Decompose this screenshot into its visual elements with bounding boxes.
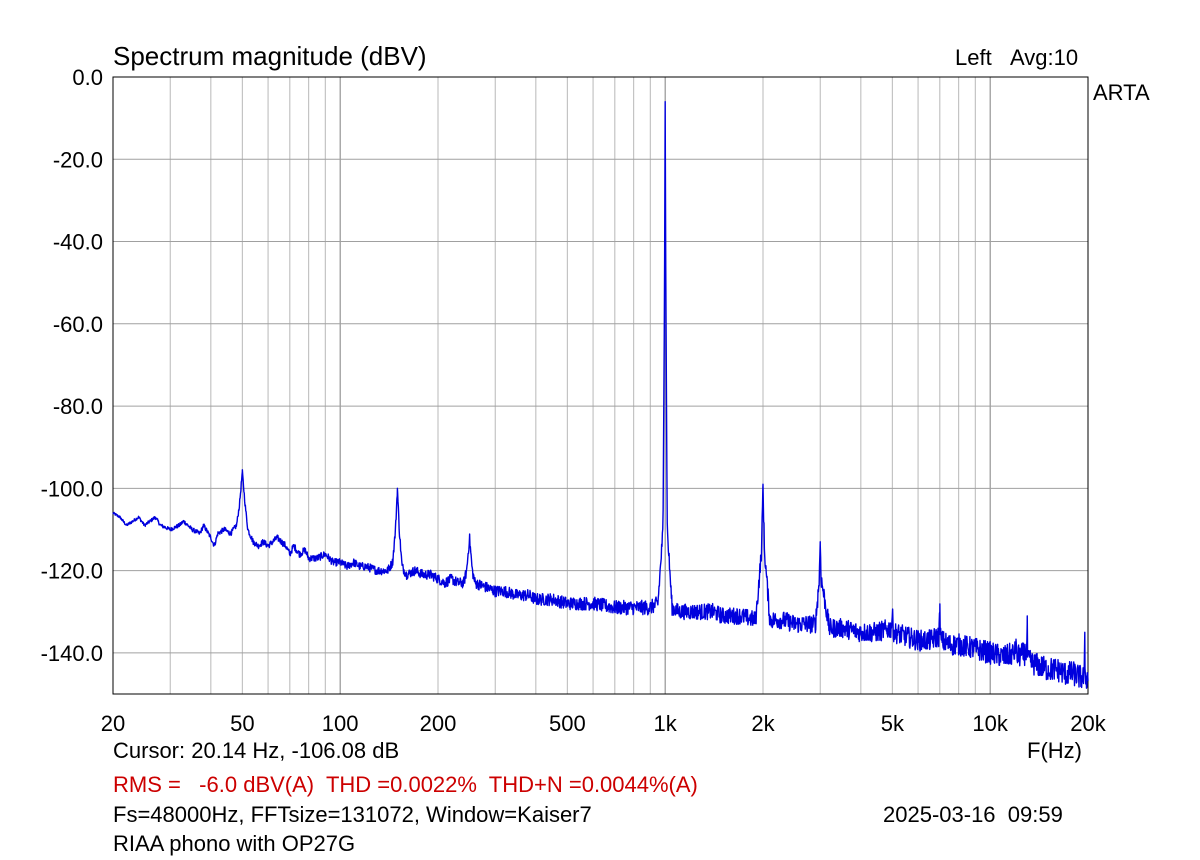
x-tick-labels: 20 50 100 200 500 1k 2k 5k 10k 20k bbox=[101, 711, 1107, 736]
chart-title: Spectrum magnitude (dBV) bbox=[113, 41, 427, 71]
y-tick-label: -20.0 bbox=[53, 147, 103, 172]
y-tick-label: -100.0 bbox=[41, 476, 103, 501]
y-tick-label: -80.0 bbox=[53, 394, 103, 419]
y-tick-label: -120.0 bbox=[41, 559, 103, 584]
x-tick-label: 20k bbox=[1070, 711, 1106, 736]
cursor-readout: Cursor: 20.14 Hz, -106.08 dB bbox=[113, 738, 400, 763]
plot-grid bbox=[113, 77, 1088, 694]
y-tick-labels: 0.0 -20.0 -40.0 -60.0 -80.0 -100.0 -120.0 -140.… bbox=[41, 65, 103, 666]
y-tick-label: -40.0 bbox=[53, 230, 103, 255]
timestamp: 2025-03-16 09:59 bbox=[883, 802, 1063, 827]
averaging-label: Avg:10 bbox=[1010, 45, 1079, 70]
spectrum-trace bbox=[112, 100, 1089, 689]
y-tick-label: -140.0 bbox=[41, 641, 103, 666]
x-tick-label: 50 bbox=[230, 711, 254, 736]
measurement-readout: RMS = -6.0 dBV(A) THD =0.0022% THD+N =0.… bbox=[113, 772, 698, 797]
x-tick-label: 200 bbox=[420, 711, 457, 736]
x-tick-label: 1k bbox=[654, 711, 678, 736]
y-tick-label: -60.0 bbox=[53, 312, 103, 337]
caption: RIAA phono with OP27G bbox=[113, 831, 356, 856]
plot-frame bbox=[112, 76, 1089, 695]
y-tick-label: 0.0 bbox=[72, 65, 103, 90]
x-tick-label: 2k bbox=[751, 711, 775, 736]
fft-settings: Fs=48000Hz, FFTsize=131072, Window=Kaise… bbox=[113, 802, 592, 827]
x-axis-label: F(Hz) bbox=[1027, 738, 1082, 763]
x-tick-label: 20 bbox=[101, 711, 125, 736]
x-tick-label: 10k bbox=[972, 711, 1008, 736]
channel-label: Left bbox=[955, 45, 992, 70]
x-tick-label: 5k bbox=[881, 711, 905, 736]
x-tick-label: 500 bbox=[549, 711, 586, 736]
x-tick-label: 100 bbox=[322, 711, 359, 736]
